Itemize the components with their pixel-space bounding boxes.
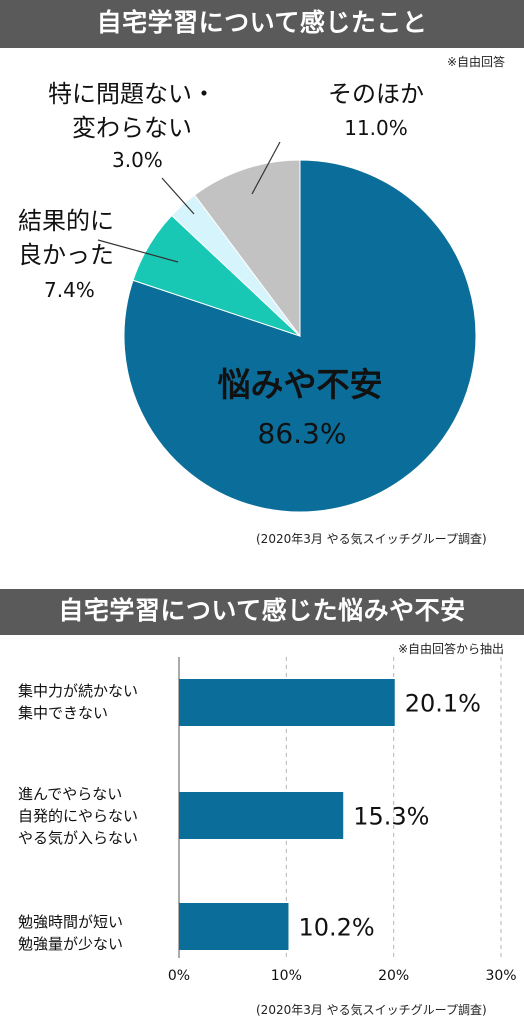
pie-value-main: 86.3% [258, 417, 347, 450]
pie-value-other: 11.0% [344, 116, 408, 140]
bar-category-2-line-2: 自発的にやらない [18, 807, 139, 825]
pie-source: (2020年3月 やる気スイッチグループ調査) [256, 532, 487, 546]
pie-label-good-line-1: 結果的に [18, 207, 114, 235]
bar-category-3-line-2: 勉強量が少ない [18, 935, 124, 953]
pie-label-other: そのほか [328, 80, 424, 108]
bar-value-3: 10.2% [298, 914, 374, 942]
bar-value-1: 20.1% [405, 690, 481, 718]
bar-chart-heading: 自宅学習について感じた悩みや不安 [0, 589, 524, 635]
bar-category-3: 勉強時間が短い 勉強量が少ない [18, 911, 123, 955]
pie-label-nochange-line-1: 特に問題ない・ [48, 80, 216, 108]
pie-leader-nochange [161, 177, 195, 215]
bar-value-2: 15.3% [353, 803, 429, 831]
bar-category-2: 進んでやらない 自発的にやらない やる気が入らない [18, 783, 138, 849]
bar-3 [179, 903, 289, 950]
pie-chart-heading: 自宅学習について感じたこと [0, 0, 524, 48]
bar-category-2-line-1: 進んでやらない [18, 785, 123, 803]
bar-tick-3: 20% [378, 968, 409, 984]
bar-note: ※自由回答から抽出 [398, 642, 505, 656]
pie-slice-4 [193, 159, 301, 338]
pie-value-good: 7.4% [44, 278, 95, 302]
pie-label-good-line-2: 良かった [18, 241, 114, 269]
pie-note: ※自由回答 [447, 55, 506, 69]
bar-tick-4: 30% [485, 968, 516, 984]
pie-value-nochange: 3.0% [112, 148, 163, 172]
bar-2 [179, 792, 344, 839]
bar-category-1-line-2: 集中できない [18, 704, 109, 722]
bar-source: (2020年3月 やる気スイッチグループ調査) [256, 1003, 487, 1017]
bar-category-3-line-1: 勉強時間が短い [18, 913, 124, 931]
bar-category-1-line-1: 集中力が続かない [18, 682, 139, 700]
pie-leader-good [97, 239, 179, 263]
bar-category-2-line-3: やる気が入らない [18, 829, 139, 847]
bar-1 [179, 679, 395, 726]
pie-slice-1 [123, 159, 477, 513]
bar-tick-1: 0% [168, 968, 190, 984]
bar-tick-2: 10% [271, 968, 302, 984]
pie-label-nochange-line-2: 変わらない [72, 114, 192, 142]
bar-category-1: 集中力が続かない 集中できない [18, 680, 138, 724]
pie-label-main: 悩みや不安 [218, 365, 383, 404]
pie-leader-other [251, 141, 281, 195]
